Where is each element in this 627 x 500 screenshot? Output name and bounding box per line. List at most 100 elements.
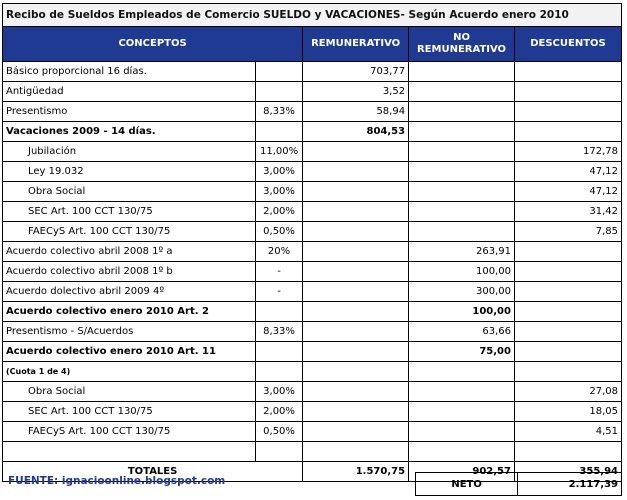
- percent-cell: [254, 61, 304, 82]
- source-credit: FUENTE: ignacioonline.blogspot.com: [8, 475, 226, 487]
- no-remunerativo-cell: 100,00: [408, 301, 515, 322]
- descuentos-cell: 18,05: [513, 401, 623, 422]
- header-remunerativo: REMUNERATIVO: [302, 26, 410, 62]
- header-no-remunerativo: NO REMUNERATIVO: [408, 26, 515, 62]
- no-remunerativo-cell: [408, 81, 515, 102]
- concept-cell: Acuerdo dolectivo abril 2009 4º: [2, 281, 256, 302]
- concept-cell: Ley 19.032: [2, 161, 256, 182]
- remunerativo-cell: [302, 221, 410, 242]
- concept-cell: Antigüedad: [2, 81, 256, 102]
- percent-cell: 0,50%: [254, 221, 304, 242]
- remunerativo-cell: [302, 321, 410, 342]
- concept-cell: SEC Art. 100 CCT 130/75: [2, 201, 256, 222]
- percent-cell: [254, 441, 304, 462]
- concept-cell: Obra Social: [2, 181, 256, 202]
- percent-cell: [254, 361, 304, 382]
- percent-cell: 3,00%: [254, 181, 304, 202]
- descuentos-cell: 7,85: [513, 221, 623, 242]
- table-row: Presentismo 8,33% 58,94: [2, 101, 623, 122]
- neto-label: NETO: [414, 472, 519, 496]
- descuentos-cell: [513, 301, 623, 322]
- remunerativo-cell: [302, 261, 410, 282]
- table-row: SEC Art. 100 CCT 130/75 2,00% 18,05: [2, 401, 623, 422]
- percent-cell: 20%: [254, 241, 304, 262]
- descuentos-cell: 47,12: [513, 161, 623, 182]
- percent-cell: 3,00%: [254, 161, 304, 182]
- percent-cell: 2,00%: [254, 401, 304, 422]
- remunerativo-cell: [302, 341, 410, 362]
- percent-cell: 0,50%: [254, 421, 304, 442]
- table-row: Jubilación 11,00% 172,78: [2, 141, 623, 162]
- descuentos-cell: [513, 61, 623, 82]
- concept-cell: Básico proporcional 16 días.: [2, 61, 256, 82]
- remunerativo-cell: [302, 301, 410, 322]
- remunerativo-cell: 3,52: [302, 81, 410, 102]
- table-row: FAECyS Art. 100 CCT 130/75 0,50% 4,51: [2, 421, 623, 442]
- concept-cell: [2, 441, 256, 462]
- descuentos-cell: [513, 341, 623, 362]
- concept-cell: (Cuota 1 de 4): [2, 361, 256, 382]
- table-row: Acuerdo colectivo abril 2008 1º b - 100,…: [2, 261, 623, 282]
- table-row: Básico proporcional 16 días. 703,77: [2, 61, 623, 82]
- concept-cell: SEC Art. 100 CCT 130/75: [2, 401, 256, 422]
- remunerativo-cell: 58,94: [302, 101, 410, 122]
- descuentos-cell: [513, 321, 623, 342]
- no-remunerativo-cell: [408, 181, 515, 202]
- table-row: [2, 441, 623, 462]
- concept-cell: Acuerdo colectivo abril 2008 1º a: [2, 241, 256, 262]
- no-remunerativo-cell: 263,91: [408, 241, 515, 262]
- header-conceptos: CONCEPTOS: [1, 26, 304, 62]
- no-remunerativo-cell: [408, 441, 515, 462]
- concept-cell: Acuerdo colectivo enero 2010 Art. 2: [2, 301, 256, 322]
- no-remunerativo-cell: [408, 361, 515, 382]
- totals-label: TOTALES: [1, 461, 304, 482]
- no-remunerativo-cell: [408, 161, 515, 182]
- table-row: Acuerdo colectivo enero 2010 Art. 11 75,…: [2, 341, 623, 362]
- descuentos-cell: 27,08: [513, 381, 623, 402]
- neto-box: NETO 2.117,39: [414, 472, 622, 496]
- table-row: (Cuota 1 de 4): [2, 361, 623, 382]
- remunerativo-cell: [302, 401, 410, 422]
- table-row: Ley 19.032 3,00% 47,12: [2, 161, 623, 182]
- concept-cell: Vacaciones 2009 - 14 días.: [2, 121, 256, 142]
- no-remunerativo-cell: [408, 381, 515, 402]
- remunerativo-cell: [302, 381, 410, 402]
- no-remunerativo-cell: 300,00: [408, 281, 515, 302]
- percent-cell: -: [254, 281, 304, 302]
- no-remunerativo-cell: [408, 121, 515, 142]
- percent-cell: 2,00%: [254, 201, 304, 222]
- concept-cell: Obra Social: [2, 381, 256, 402]
- descuentos-cell: [513, 361, 623, 382]
- remunerativo-cell: [302, 141, 410, 162]
- percent-cell: -: [254, 261, 304, 282]
- no-remunerativo-cell: [408, 201, 515, 222]
- table-row: FAECyS Art. 100 CCT 130/75 0,50% 7,85: [2, 221, 623, 242]
- footer: FUENTE: ignacioonline.blogspot.com NETO …: [2, 472, 622, 496]
- concept-cell: Presentismo - S/Acuerdos: [2, 321, 256, 342]
- table-row: Presentismo - S/Acuerdos 8,33% 63,66: [2, 321, 623, 342]
- percent-cell: 8,33%: [254, 321, 304, 342]
- table-row: Vacaciones 2009 - 14 días. 804,53: [2, 121, 623, 142]
- percent-cell: [254, 341, 304, 362]
- remunerativo-cell: [302, 421, 410, 442]
- header-no-remunerativo-line1: NO: [453, 32, 470, 43]
- header-no-remunerativo-line2: REMUNERATIVO: [416, 44, 507, 55]
- no-remunerativo-cell: [408, 401, 515, 422]
- descuentos-cell: 31,42: [513, 201, 623, 222]
- remunerativo-cell: [302, 201, 410, 222]
- table-row: Acuerdo colectivo abril 2008 1º a 20% 26…: [2, 241, 623, 262]
- remunerativo-cell: 804,53: [302, 121, 410, 142]
- no-remunerativo-cell: 75,00: [408, 341, 515, 362]
- receipt-title: Recibo de Sueldos Empleados de Comercio …: [2, 3, 622, 27]
- concept-cell: FAECyS Art. 100 CCT 130/75: [2, 421, 256, 442]
- table-row: Obra Social 3,00% 47,12: [2, 181, 623, 202]
- no-remunerativo-cell: [408, 421, 515, 442]
- remunerativo-cell: [302, 281, 410, 302]
- descuentos-cell: [513, 261, 623, 282]
- no-remunerativo-cell: 63,66: [408, 321, 515, 342]
- concept-cell: Acuerdo colectivo abril 2008 1º b: [2, 261, 256, 282]
- no-remunerativo-cell: [408, 141, 515, 162]
- descuentos-cell: [513, 281, 623, 302]
- remunerativo-cell: [302, 361, 410, 382]
